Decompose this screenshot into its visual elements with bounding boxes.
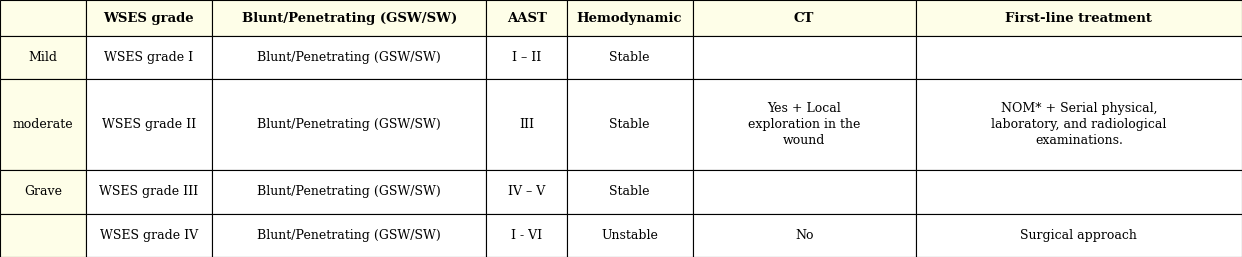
Text: Stable: Stable [610, 51, 650, 64]
Bar [212, 214, 487, 257]
Text: WSES grade III: WSES grade III [99, 186, 199, 198]
Bar [86, 214, 212, 257]
Bar [212, 79, 487, 170]
Text: IV – V: IV – V [508, 186, 545, 198]
Text: WSES grade II: WSES grade II [102, 118, 196, 131]
Text: Stable: Stable [610, 186, 650, 198]
Text: WSES grade: WSES grade [103, 12, 194, 25]
Text: III: III [519, 118, 534, 131]
Text: Blunt/Penetrating (GSW/SW): Blunt/Penetrating (GSW/SW) [257, 118, 441, 131]
Bar [212, 170, 487, 214]
Bar [487, 0, 566, 36]
Text: Blunt/Penetrating (GSW/SW): Blunt/Penetrating (GSW/SW) [257, 51, 441, 64]
Bar [86, 79, 212, 170]
Text: Unstable: Unstable [601, 229, 658, 242]
Text: Mild: Mild [29, 51, 57, 64]
Text: Stable: Stable [610, 118, 650, 131]
Bar [566, 214, 693, 257]
Bar [915, 79, 1242, 170]
Bar [487, 214, 566, 257]
Bar [487, 36, 566, 79]
Bar [0, 36, 86, 79]
Bar [915, 0, 1242, 36]
Bar [86, 0, 212, 36]
Text: First-line treatment: First-line treatment [1006, 12, 1153, 25]
Bar [566, 0, 693, 36]
Bar [86, 36, 212, 79]
Text: CT: CT [794, 12, 815, 25]
Bar [566, 170, 693, 214]
Bar [693, 170, 915, 214]
Text: Blunt/Penetrating (GSW/SW): Blunt/Penetrating (GSW/SW) [241, 12, 457, 25]
Text: Grave: Grave [24, 186, 62, 198]
Bar [915, 214, 1242, 257]
Bar [693, 79, 915, 170]
Bar [693, 214, 915, 257]
Bar [212, 0, 487, 36]
Text: Yes + Local
exploration in the
wound: Yes + Local exploration in the wound [748, 102, 861, 147]
Bar [0, 79, 86, 170]
Bar [487, 79, 566, 170]
Text: Blunt/Penetrating (GSW/SW): Blunt/Penetrating (GSW/SW) [257, 186, 441, 198]
Bar [212, 36, 487, 79]
Bar [566, 79, 693, 170]
Text: Hemodynamic: Hemodynamic [576, 12, 682, 25]
Text: WSES grade IV: WSES grade IV [99, 229, 197, 242]
Bar [0, 170, 86, 214]
Text: I – II: I – II [512, 51, 542, 64]
Text: NOM* + Serial physical,
laboratory, and radiological
examinations.: NOM* + Serial physical, laboratory, and … [991, 102, 1166, 147]
Text: WSES grade I: WSES grade I [104, 51, 194, 64]
Bar [487, 170, 566, 214]
Bar [0, 0, 86, 36]
Text: moderate: moderate [12, 118, 73, 131]
Bar [0, 214, 86, 257]
Bar [693, 0, 915, 36]
Bar [693, 36, 915, 79]
Text: No: No [795, 229, 814, 242]
Text: Surgical approach: Surgical approach [1021, 229, 1138, 242]
Bar [86, 170, 212, 214]
Bar [915, 170, 1242, 214]
Bar [566, 36, 693, 79]
Bar [915, 36, 1242, 79]
Text: Blunt/Penetrating (GSW/SW): Blunt/Penetrating (GSW/SW) [257, 229, 441, 242]
Text: I - VI: I - VI [510, 229, 542, 242]
Text: AAST: AAST [507, 12, 546, 25]
